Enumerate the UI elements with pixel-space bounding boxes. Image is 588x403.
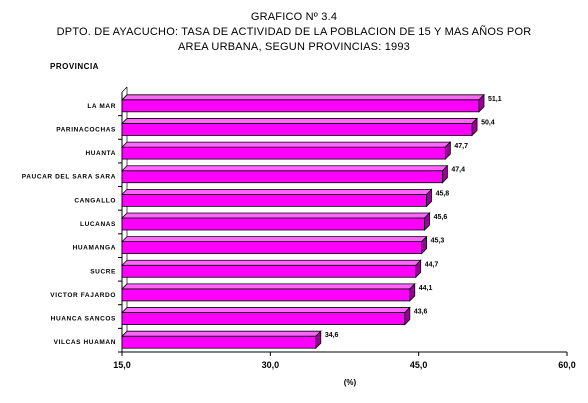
data-label: 45,3 <box>431 238 445 245</box>
bar-side-face <box>315 330 322 350</box>
bar-side-face <box>444 141 451 161</box>
bar-side-face <box>421 235 428 255</box>
x-tick-label: 45,0 <box>410 360 428 370</box>
bar <box>121 170 443 184</box>
bar <box>121 123 473 136</box>
data-label: 47,7 <box>454 143 468 150</box>
bar-top-face <box>121 236 428 243</box>
chart-title-line-2: DPTO. DE AYACUCHO: TASA DE ACTIVIDAD DE … <box>56 26 532 38</box>
bar-top-face <box>121 259 422 266</box>
bar <box>121 193 427 207</box>
category-label: SUCRE <box>90 268 116 275</box>
category-label: LA MAR <box>87 103 116 110</box>
chart-title-line-1: GRAFICO Nº 3.4 <box>250 11 338 23</box>
bar <box>121 288 411 302</box>
category-label: LUCANAS <box>80 221 116 228</box>
x-tick-label: 60,0 <box>558 360 576 370</box>
bar-side-face <box>404 306 411 326</box>
category-label: HUANCA SANCOS <box>51 316 116 323</box>
x-tick-label: 30,0 <box>262 360 280 370</box>
bar <box>121 99 480 113</box>
bar-side-face <box>409 282 416 302</box>
bar <box>121 241 423 255</box>
data-label: 44,7 <box>425 261 439 268</box>
data-label: 51,1 <box>488 96 502 103</box>
category-label: VICTOR FAJARDO <box>50 292 116 299</box>
bar-side-face <box>441 164 448 184</box>
bar-top-face <box>121 330 322 337</box>
data-label: 45,8 <box>436 190 450 197</box>
bar-side-face <box>426 188 432 208</box>
data-label: 43,6 <box>414 309 428 316</box>
bar <box>121 335 317 349</box>
bar-top-face <box>121 94 485 101</box>
bar <box>121 217 426 231</box>
chart-title-line-3: AREA URBANA, SEGUN PROVINCIAS: 1993 <box>178 41 410 53</box>
category-label: PARINACOCHAS <box>56 126 116 133</box>
bar <box>121 264 417 278</box>
category-label: CANGALLO <box>74 197 116 204</box>
category-label: HUANTA <box>85 150 116 157</box>
bar-side-face <box>415 259 422 279</box>
category-label: VILCAS HUAMAN <box>54 339 116 346</box>
y-axis-title: PROVINCIA <box>50 62 99 71</box>
bar-top-face <box>121 283 416 290</box>
bar <box>121 146 446 160</box>
data-label: 34,6 <box>325 332 339 339</box>
bar-top-face <box>121 141 452 148</box>
bar-side-face <box>471 117 478 137</box>
x-tick-label: 15,0 <box>113 360 131 370</box>
bar-top-face <box>121 165 449 172</box>
bar-side-face <box>424 212 431 231</box>
bar-top-face <box>121 118 479 124</box>
bar-side-face <box>478 93 485 113</box>
data-label: 45,6 <box>434 214 448 221</box>
bar-top-face <box>121 188 433 195</box>
y-axis-top-connector <box>121 86 128 93</box>
bar <box>121 312 406 325</box>
category-label: PAUCAR DEL SARA SARA <box>22 174 116 181</box>
bar-top-face <box>121 307 411 313</box>
x-axis-title: (%) <box>344 378 357 387</box>
bar-top-face <box>121 212 431 219</box>
category-label: HUAMANGA <box>73 245 116 252</box>
data-label: 47,4 <box>451 167 465 174</box>
data-label: 44,1 <box>419 285 433 292</box>
data-label: 50,4 <box>481 119 495 126</box>
